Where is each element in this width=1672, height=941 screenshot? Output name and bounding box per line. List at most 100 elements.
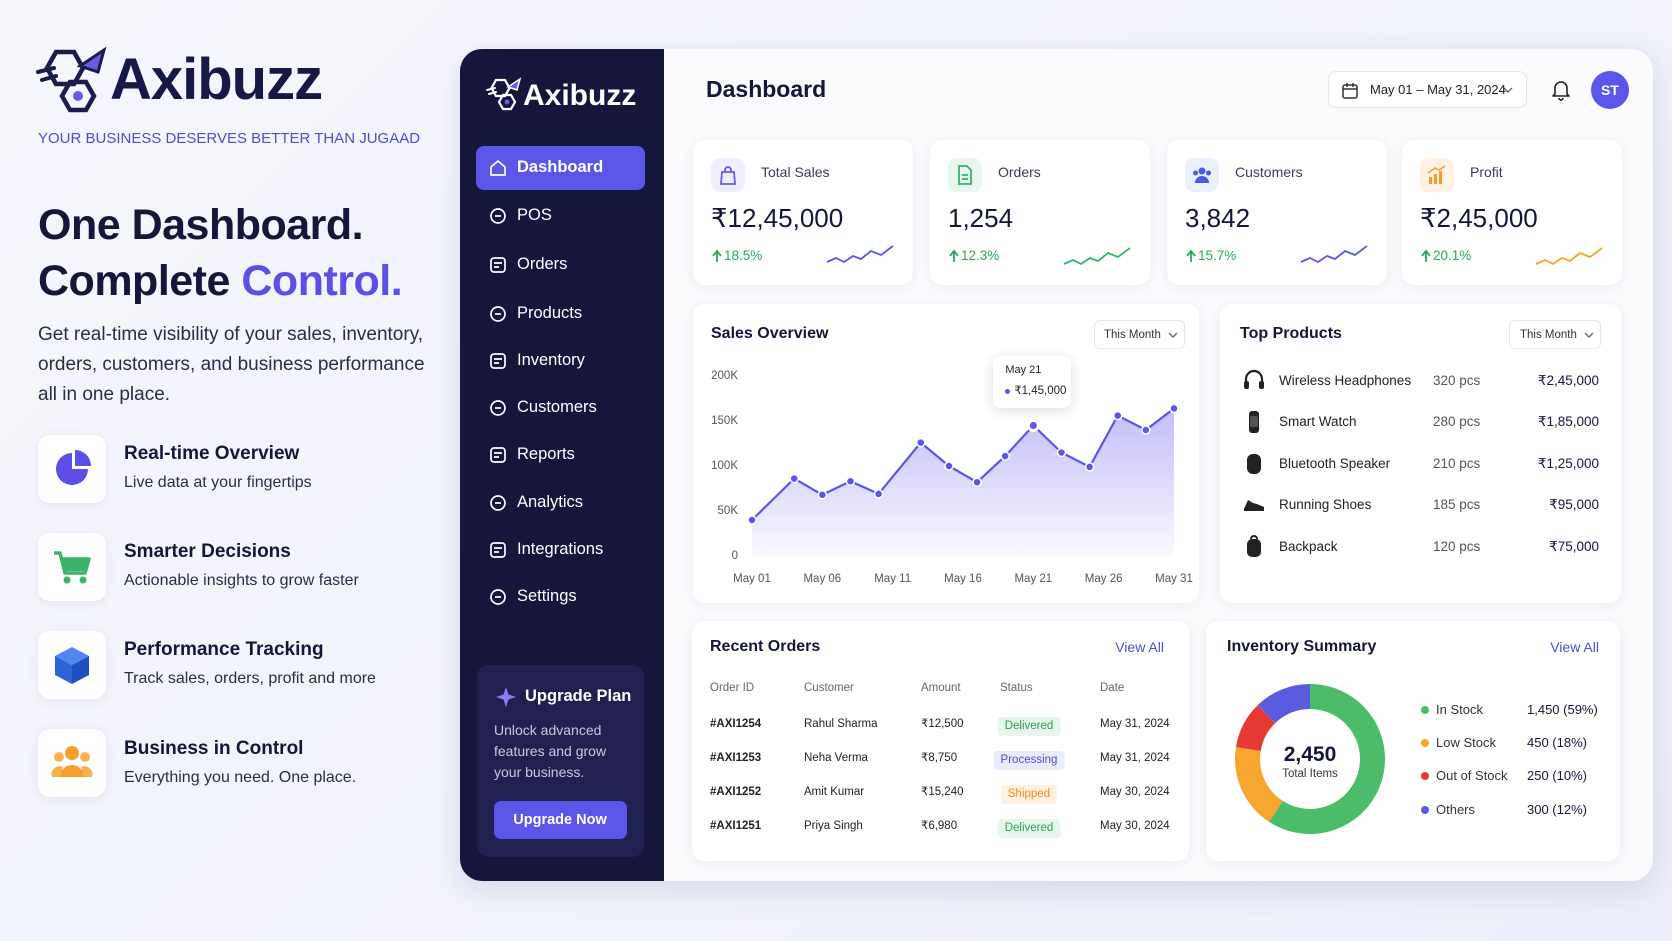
menu-item[interactable]: Analytics [517, 493, 584, 512]
menu-item[interactable]: Reports [517, 445, 575, 464]
menu-item[interactable]: Inventory [517, 351, 585, 370]
kpi-up-arrow [1421, 249, 1431, 262]
kpi-icon-part [1439, 171, 1442, 184]
upgrade-title: Upgrade Plan [525, 687, 632, 706]
product-icon-part [1250, 535, 1258, 540]
feature-icon-part [72, 656, 89, 684]
kpi-up-arrow [1186, 249, 1196, 262]
menu-icon-part [490, 400, 506, 416]
menu-icon-part [494, 452, 502, 458]
upgrade-star [496, 687, 516, 707]
brand-logo-icon-part [76, 46, 107, 74]
recent-orders-card [692, 621, 1189, 861]
order-cell: ₹8,750 [921, 751, 958, 764]
calendar-icon-part [1343, 83, 1357, 90]
feature-icon [55, 647, 89, 684]
column-header: Status [1000, 681, 1033, 694]
filter-label[interactable]: This Month [1104, 328, 1161, 341]
calendar-icon-part [1342, 84, 1358, 99]
kpi-icon-part [1206, 170, 1211, 176]
upgrade-button[interactable] [494, 801, 627, 839]
menu-item[interactable]: Orders [517, 255, 568, 274]
view-all-link[interactable]: View All [1115, 638, 1164, 655]
menu-item[interactable]: Settings [517, 587, 577, 606]
kpi-icon-box [711, 158, 745, 192]
kpi-value: ₹12,45,000 [711, 203, 844, 234]
chart-title: Sales Overview [711, 324, 829, 342]
legend-dot [1421, 706, 1429, 714]
donut-total: 2,450 [1283, 743, 1337, 767]
kpi-icon [1427, 165, 1446, 184]
status-badge: Delivered [997, 716, 1061, 736]
menu-icon [490, 542, 506, 558]
menu-icon-part [494, 547, 502, 553]
headline: One Dashboard. [38, 201, 364, 250]
kpi-sparkline [1300, 245, 1368, 264]
kpi-icon-part [1195, 176, 1209, 183]
upgrade-text: Unlock advanced features and grow your b… [494, 722, 607, 780]
menu-item[interactable]: Integrations [517, 540, 604, 559]
x-tick-label: May 26 [1084, 572, 1123, 585]
hero-description: Get real-time visibility of your sales, … [38, 324, 425, 405]
product-icon-part [1247, 539, 1261, 557]
kpi-icon-part [720, 171, 736, 185]
column-header: Order ID [710, 681, 755, 694]
chevron-part [1168, 332, 1178, 338]
menu-icon [490, 306, 506, 322]
product-icon [1244, 500, 1264, 511]
avatar-initials[interactable]: ST [1601, 81, 1619, 98]
bell-icon-part [1552, 81, 1570, 101]
menu-icon [490, 257, 506, 273]
sidebar-logo-icon [486, 77, 522, 111]
point [1169, 403, 1179, 414]
order-cell: Rahul Sharma [804, 717, 878, 730]
product-icon-part [1244, 500, 1264, 511]
kpi-change: 12.3% [961, 248, 1000, 264]
order-cell: May 31, 2024 [1100, 717, 1170, 730]
feature-subtitle: Actionable insights to grow faster [124, 571, 359, 589]
menu-icon [490, 447, 506, 463]
menu-icon-part [490, 589, 506, 605]
order-cell: ₹15,240 [921, 785, 964, 798]
point [916, 437, 926, 448]
kpi-icon-part [1429, 177, 1432, 184]
donut-segment [1235, 705, 1276, 752]
order-cell: #AXI1251 [710, 819, 762, 832]
menu-item[interactable]: Dashboard [517, 158, 604, 177]
upgrade-button-label[interactable]: Upgrade Now [513, 811, 607, 828]
product-revenue: ₹1,25,000 [1537, 456, 1599, 472]
point [944, 461, 954, 471]
legend-dot [1421, 739, 1429, 747]
product-revenue: ₹1,85,000 [1537, 414, 1599, 430]
menu-icon [490, 208, 506, 224]
brand-name: Axibuzz [110, 47, 323, 113]
kpi-up-arrow-part [1186, 249, 1196, 262]
feature-icon-part [55, 656, 72, 684]
menu-item[interactable]: Products [517, 304, 583, 323]
feature-title: Business in Control [124, 737, 304, 759]
product-qty: 120 pcs [1433, 539, 1481, 555]
menu-item[interactable]: Customers [517, 398, 597, 417]
x-tick-label: May 11 [874, 572, 912, 585]
menu-icon-part [494, 262, 502, 268]
product-name: Smart Watch [1279, 414, 1357, 430]
tooltip-date: May 21 [1005, 364, 1042, 377]
filter-label[interactable]: This Month [1520, 328, 1577, 341]
kpi-label: Total Sales [761, 163, 830, 180]
y-tick-label: 50K [717, 504, 738, 517]
product-revenue: ₹95,000 [1549, 497, 1599, 513]
menu-item[interactable]: POS [517, 206, 552, 225]
product-name: Backpack [1279, 539, 1338, 555]
column-header: Customer [804, 681, 854, 694]
product-qty: 280 pcs [1433, 414, 1481, 430]
chevron-part [1503, 87, 1513, 93]
view-all-link[interactable]: View All [1550, 638, 1599, 655]
menu-icon-part [494, 358, 502, 364]
card-title: Recent Orders [710, 637, 821, 655]
date-picker[interactable] [1328, 71, 1527, 108]
order-cell: May 30, 2024 [1100, 785, 1170, 798]
menu-icon-part [490, 542, 506, 558]
column-header: Amount [921, 681, 961, 694]
kpi-up-arrow [949, 249, 959, 262]
